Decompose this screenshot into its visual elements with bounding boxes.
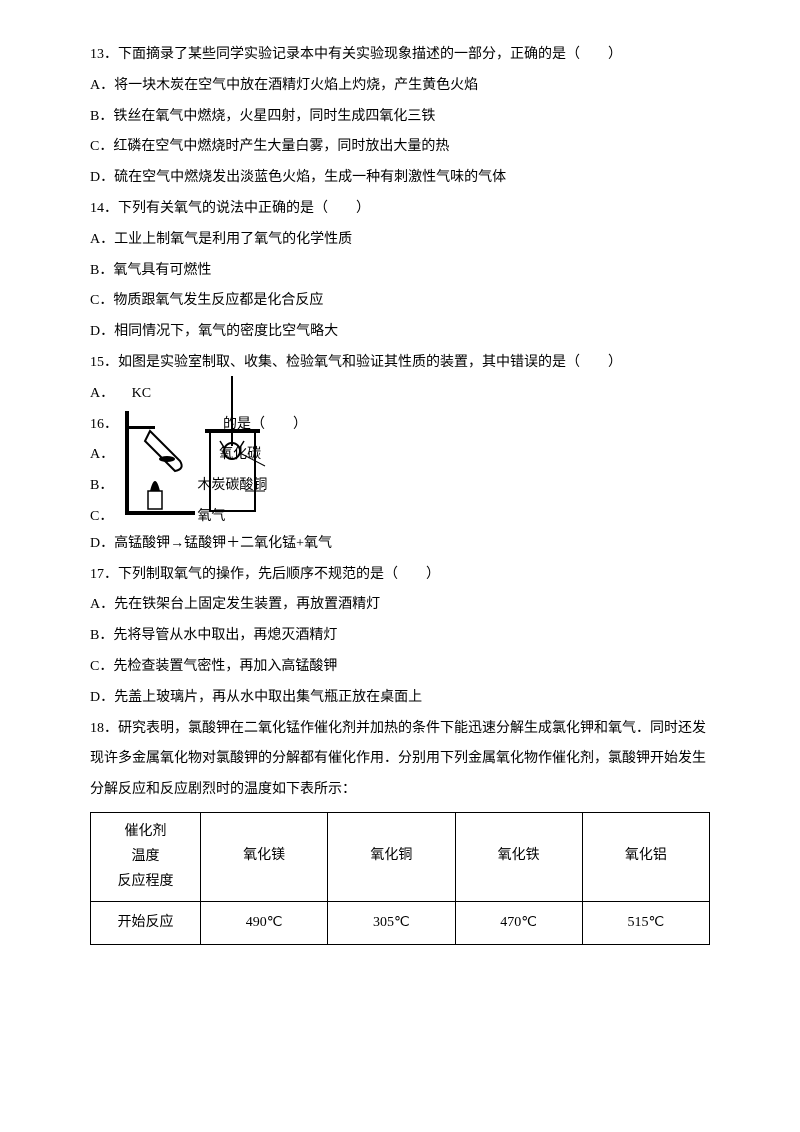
q17-option-b: B．先将导管从水中取出，再熄灭酒精灯 [90,621,710,652]
q13-option-a: A．将一块木炭在空气中放在酒精灯火焰上灼烧，产生黄色火焰 [90,71,710,102]
mutan-label: 木炭 [197,478,225,493]
q18-stem: 18．研究表明，氯酸钾在二氧化锰作催化剂并加热的条件下能迅速分解生成氯化钾和氧气… [90,714,710,806]
q15-option-a: A． KC [90,379,710,410]
q16-option-c: C． 氧气 [90,502,710,533]
yangqi-label: 氧气 [197,509,225,524]
q14-option-d: D．相同情况下，氧气的密度比空气略大 [90,317,710,348]
table-header-cu: 氧化铜 [328,812,455,901]
catalyst-table: 催化剂 温度 反应程度 氧化镁 氧化铜 氧化铁 氧化铝 开始反应 490℃ 30… [90,812,710,945]
q13-option-b: B．铁丝在氧气中燃烧，火星四射，同时生成四氧化三铁 [90,102,710,133]
kc-label: KC [132,386,151,401]
q14-option-c: C．物质跟氧气发生反应都是化合反应 [90,286,710,317]
q17-option-c: C．先检查装置气密性，再加入高锰酸钾 [90,652,710,683]
q17-stem: 17．下列制取氧气的操作，先后顺序不规范的是（ ） [90,560,710,591]
q14-option-b: B．氧气具有可燃性 [90,256,710,287]
table-row1-label: 开始反应 [91,901,201,945]
q16-stem-line: 16． 的是（ ） [90,410,710,441]
q15-q16-overlay: A． KC 16． 的是（ ） A． 氧化碳 B． 木炭碳酸铜 C． 氧气 [90,379,710,529]
q13-option-c: C．红磷在空气中燃烧时产生大量白雾，同时放出大量的热 [90,132,710,163]
table-row1-fe: 470℃ [455,901,582,945]
table-header-fe: 氧化铁 [455,812,582,901]
table-header-al: 氧化铝 [582,812,709,901]
q13-option-d: D．硫在空气中燃烧发出淡蓝色火焰，生成一种有刺激性气味的气体 [90,163,710,194]
table-header-left: 催化剂 温度 反应程度 [91,812,201,901]
q14-option-a: A．工业上制氧气是利用了氧气的化学性质 [90,225,710,256]
q16-option-a: A． 氧化碳 [90,440,710,471]
table-row1-mg: 490℃ [201,901,328,945]
q16-option-d: D．高锰酸钾→锰酸钾＋二氧化锰+氧气 [90,529,710,560]
q13-stem: 13．下面摘录了某些同学实验记录本中有关实验现象描述的一部分，正确的是（ ） [90,40,710,71]
table-header-mg: 氧化镁 [201,812,328,901]
q14-stem: 14．下列有关氧气的说法中正确的是（ ） [90,194,710,225]
q16-option-b: B． 木炭碳酸铜 [90,471,710,502]
table-row1-al: 515℃ [582,901,709,945]
q17-option-a: A．先在铁架台上固定发生装置，再放置酒精灯 [90,590,710,621]
q17-option-d: D．先盖上玻璃片，再从水中取出集气瓶正放在桌面上 [90,683,710,714]
table-row1-cu: 305℃ [328,901,455,945]
